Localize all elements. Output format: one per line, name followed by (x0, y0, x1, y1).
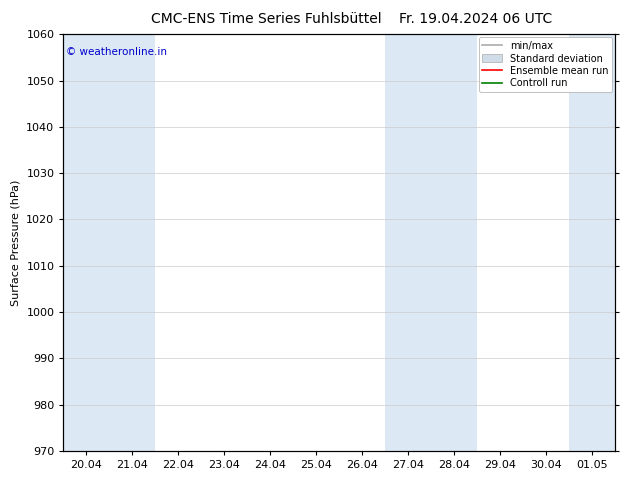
Text: Fr. 19.04.2024 06 UTC: Fr. 19.04.2024 06 UTC (399, 12, 552, 26)
Bar (569, 34, 615, 451)
Text: © weatheronline.in: © weatheronline.in (66, 47, 167, 57)
Y-axis label: Surface Pressure (hPa): Surface Pressure (hPa) (11, 179, 21, 306)
Text: CMC-ENS Time Series Fuhlsbüttel: CMC-ENS Time Series Fuhlsbüttel (151, 12, 382, 26)
Bar (385, 34, 477, 451)
Bar (63, 34, 155, 451)
Legend: min/max, Standard deviation, Ensemble mean run, Controll run: min/max, Standard deviation, Ensemble me… (479, 37, 612, 92)
